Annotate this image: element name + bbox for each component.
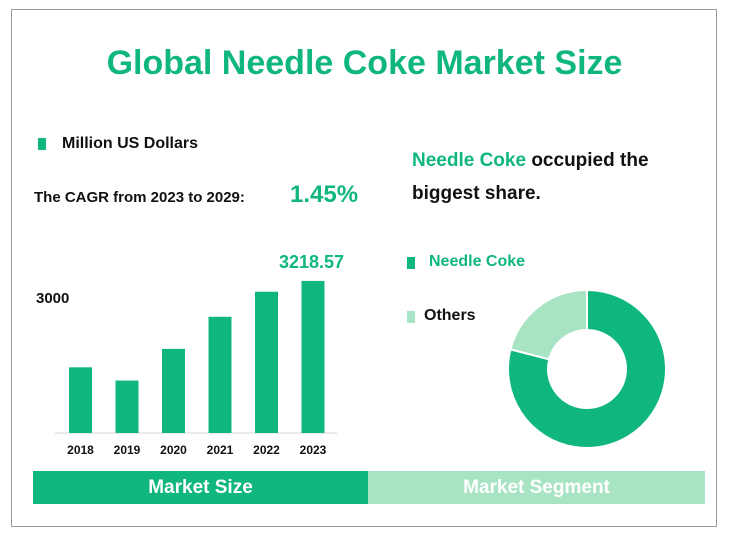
cagr-label: The CAGR from 2023 to 2029: [34,189,245,206]
x-tick-label-2018: 2018 [67,443,94,457]
pie-legend-label-others: Others [424,307,476,324]
donut-chart [507,288,667,449]
bar-2018 [69,367,92,433]
x-tick-label-2023: 2023 [300,443,327,457]
bar-2019 [115,380,139,433]
bar-chart: 2018 2019 2020 2021 2022 2023 [55,280,337,457]
x-tick-label-2021: 2021 [207,443,234,457]
bar-2022 [255,291,278,433]
tab-market-size[interactable]: Market Size [33,471,368,504]
pie-legend-swatch-others [407,311,415,323]
tab-market-segment[interactable]: Market Segment [368,471,705,504]
x-tick-label-2020: 2020 [160,443,187,457]
donut-slice-needle-coke [507,288,667,449]
share-statement: Needle Coke occupied the biggest share. [412,144,702,210]
share-rest: occupied the biggest share. [412,150,649,204]
x-tick-label-2022: 2022 [253,443,280,457]
donut-slice-others [509,288,588,361]
y-tick-label: 3000 [36,290,70,307]
bar-data-label-2023: 3218.57 [279,252,345,272]
cagr-value: 1.45% [290,181,359,208]
share-highlight: Needle Coke [412,150,527,171]
x-tick-label-2019: 2019 [114,443,141,457]
page-title: Global Needle Coke Market Size [106,44,623,82]
bar-2020 [162,348,185,433]
bar-2021 [208,316,232,433]
bar-2023 [301,280,325,433]
pie-legend-label-needle-coke: Needle Coke [429,253,526,270]
pie-legend-swatch-needle-coke [407,257,415,269]
bar-legend-swatch [38,138,46,150]
bar-legend-label: Million US Dollars [62,135,199,152]
